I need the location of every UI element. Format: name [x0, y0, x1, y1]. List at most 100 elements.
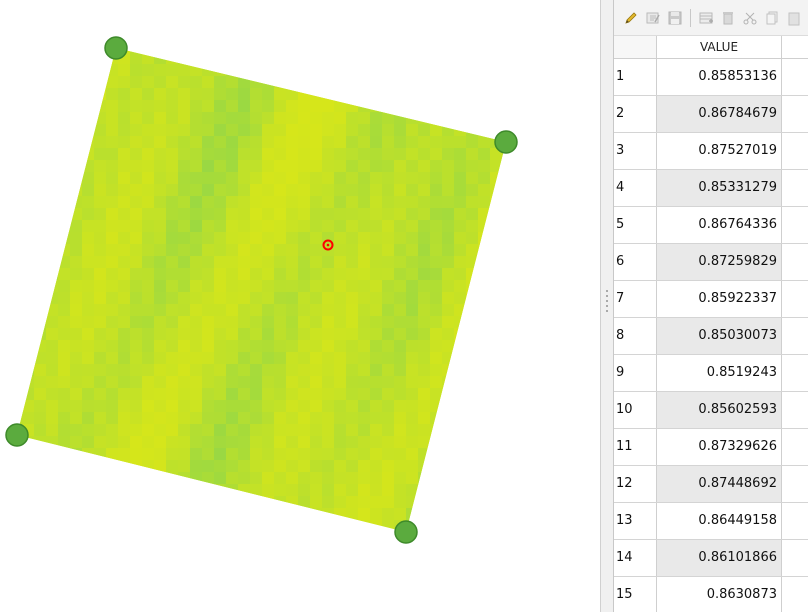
raster-cell — [226, 340, 238, 352]
value-cell[interactable]: 0.8519243 — [657, 355, 782, 391]
panel-splitter[interactable] — [600, 0, 614, 612]
table-row[interactable]: 9 0.8519243 — [614, 355, 808, 392]
row-header[interactable]: 10 — [614, 392, 657, 428]
table-row[interactable]: 11 0.87329626 — [614, 429, 808, 466]
raster-cell — [250, 184, 262, 196]
table-row[interactable]: 14 0.86101866 — [614, 540, 808, 577]
table-row[interactable]: 13 0.86449158 — [614, 503, 808, 540]
raster-layer[interactable] — [0, 0, 600, 612]
row-header[interactable]: 14 — [614, 540, 657, 576]
center-point-icon[interactable] — [322, 239, 334, 251]
value-cell[interactable]: 0.86449158 — [657, 503, 782, 539]
column-header-value[interactable]: VALUE — [657, 36, 782, 58]
raster-cell — [250, 256, 262, 268]
row-header[interactable]: 4 — [614, 170, 657, 206]
table-row[interactable]: 6 0.87259829 — [614, 244, 808, 281]
table-row[interactable]: 12 0.87448692 — [614, 466, 808, 503]
add-row-icon[interactable] — [695, 7, 717, 29]
raster-cell — [190, 400, 202, 412]
value-cell[interactable]: 0.87527019 — [657, 133, 782, 169]
raster-cell — [358, 52, 370, 64]
vertex-bottom-left[interactable] — [5, 423, 29, 447]
row-header[interactable]: 11 — [614, 429, 657, 465]
table-row[interactable]: 10 0.85602593 — [614, 392, 808, 429]
raster-cell — [478, 220, 490, 232]
table-row[interactable]: 8 0.85030073 — [614, 318, 808, 355]
table-row[interactable]: 15 0.8630873 — [614, 577, 808, 612]
raster-cell — [286, 112, 298, 124]
table-row[interactable]: 5 0.86764336 — [614, 207, 808, 244]
vertex-top-right[interactable] — [494, 130, 518, 154]
raster-cell — [190, 292, 202, 304]
vertex-top-left[interactable] — [104, 36, 128, 60]
raster-cell — [190, 196, 202, 208]
row-header[interactable]: 6 — [614, 244, 657, 280]
value-cell[interactable]: 0.87259829 — [657, 244, 782, 280]
row-header[interactable]: 13 — [614, 503, 657, 539]
raster-cell — [130, 316, 142, 328]
row-header[interactable]: 12 — [614, 466, 657, 502]
table-corner-button[interactable] — [614, 36, 657, 58]
save-icon[interactable] — [664, 7, 686, 29]
vertex-bottom-right[interactable] — [394, 520, 418, 544]
raster-cell — [274, 52, 286, 64]
raster-cell — [46, 220, 58, 232]
raster-cell — [514, 232, 526, 244]
raster-cell — [370, 340, 382, 352]
raster-cell — [442, 400, 454, 412]
raster-cell — [82, 328, 94, 340]
raster-cell — [106, 520, 118, 532]
raster-cell — [418, 496, 430, 508]
raster-cell — [142, 304, 154, 316]
raster-cell — [514, 172, 526, 184]
row-header[interactable]: 15 — [614, 577, 657, 612]
row-header[interactable]: 7 — [614, 281, 657, 317]
raster-cell — [454, 520, 466, 532]
pencil-icon[interactable] — [620, 7, 642, 29]
delete-row-icon[interactable] — [717, 7, 739, 29]
raster-cell — [442, 496, 454, 508]
value-cell[interactable]: 0.85853136 — [657, 59, 782, 95]
table-row[interactable]: 2 0.86784679 — [614, 96, 808, 133]
raster-cell — [274, 436, 286, 448]
table-row[interactable]: 4 0.85331279 — [614, 170, 808, 207]
raster-cell — [142, 172, 154, 184]
copy-icon[interactable] — [761, 7, 783, 29]
paste-icon[interactable] — [783, 7, 805, 29]
raster-cell — [394, 328, 406, 340]
map-canvas[interactable] — [0, 0, 600, 612]
value-cell[interactable]: 0.86764336 — [657, 207, 782, 243]
raster-cell — [262, 88, 274, 100]
value-cell[interactable]: 0.85030073 — [657, 318, 782, 354]
row-header[interactable]: 2 — [614, 96, 657, 132]
value-cell[interactable]: 0.86101866 — [657, 540, 782, 576]
raster-cell — [106, 268, 118, 280]
row-header[interactable]: 3 — [614, 133, 657, 169]
row-header[interactable]: 8 — [614, 318, 657, 354]
table-row[interactable]: 1 0.85853136 — [614, 59, 808, 96]
raster-cell — [466, 508, 478, 520]
value-cell[interactable]: 0.8630873 — [657, 577, 782, 612]
row-header[interactable]: 1 — [614, 59, 657, 95]
row-header[interactable]: 5 — [614, 207, 657, 243]
value-cell[interactable]: 0.85922337 — [657, 281, 782, 317]
value-cell[interactable]: 0.87329626 — [657, 429, 782, 465]
raster-cell — [478, 412, 490, 424]
cut-icon[interactable] — [739, 7, 761, 29]
table-row[interactable]: 3 0.87527019 — [614, 133, 808, 170]
raster-cell — [142, 48, 154, 52]
table-row[interactable]: 7 0.85922337 — [614, 281, 808, 318]
raster-cell — [202, 112, 214, 124]
raster-cell — [322, 484, 334, 496]
raster-cell — [106, 124, 118, 136]
value-cell[interactable]: 0.87448692 — [657, 466, 782, 502]
raster-cell — [142, 64, 154, 76]
row-header[interactable]: 9 — [614, 355, 657, 391]
raster-cell — [46, 184, 58, 196]
raster-cell — [202, 532, 214, 544]
edit-table-icon[interactable] — [642, 7, 664, 29]
value-cell[interactable]: 0.85602593 — [657, 392, 782, 428]
raster-cell — [346, 124, 358, 136]
value-cell[interactable]: 0.85331279 — [657, 170, 782, 206]
value-cell[interactable]: 0.86784679 — [657, 96, 782, 132]
